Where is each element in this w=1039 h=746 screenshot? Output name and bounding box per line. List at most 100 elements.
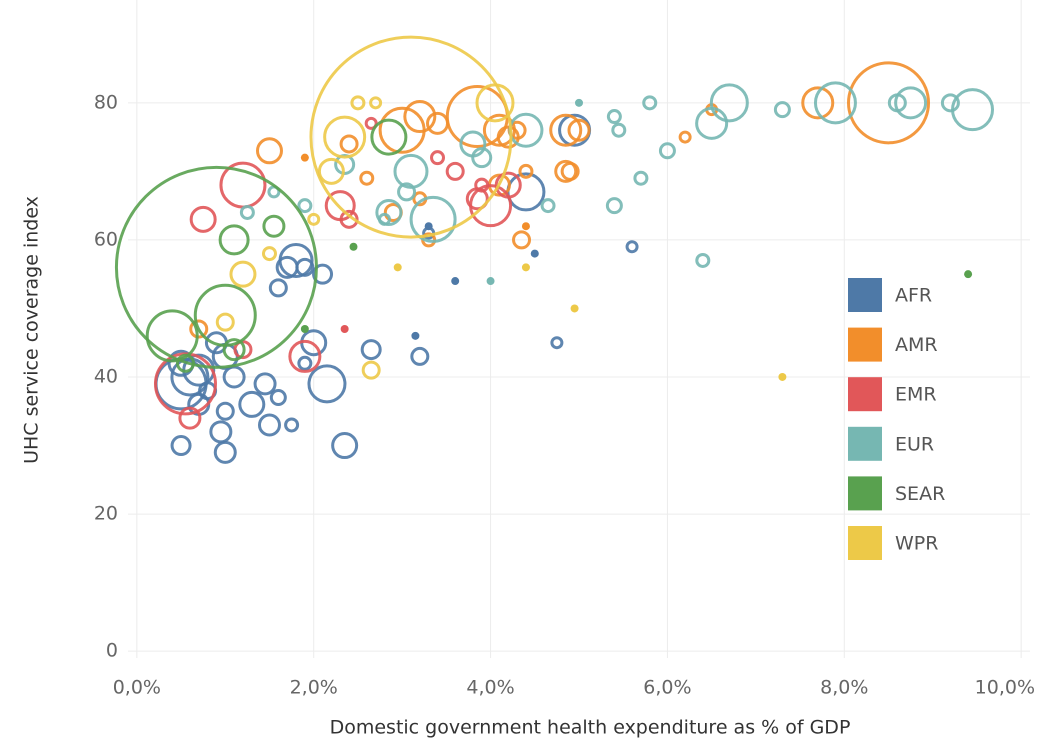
bubble [451, 277, 460, 286]
bubble [475, 83, 515, 123]
bubble [323, 115, 367, 159]
bubble [339, 134, 359, 154]
bubble [430, 150, 446, 166]
plot [114, 35, 995, 464]
bubble [847, 61, 931, 145]
bubble [530, 249, 539, 258]
bubble [445, 161, 465, 181]
bubble [393, 263, 402, 272]
bubble [494, 171, 522, 199]
y-axis-title: UHC service coverage index [21, 196, 43, 464]
bubble [397, 182, 417, 202]
bubble [560, 161, 580, 181]
bubble [605, 197, 623, 215]
x-tick-label: 8,0% [820, 677, 868, 699]
bubble [801, 86, 835, 120]
bubble [189, 319, 209, 339]
bubble [778, 372, 787, 381]
bubble [359, 170, 375, 186]
bubble [170, 435, 192, 457]
bubble [360, 339, 382, 361]
bubble [222, 338, 246, 362]
bubble [238, 390, 266, 418]
bubble [554, 159, 578, 183]
bubble [709, 83, 749, 123]
bubble [262, 214, 286, 238]
bubble [297, 198, 313, 214]
bubble [894, 86, 928, 120]
bubble [375, 198, 403, 226]
bubble [349, 242, 358, 251]
legend-label: EMR [895, 384, 937, 406]
bubble [570, 304, 579, 313]
legend-swatch [848, 327, 882, 362]
bubble [215, 401, 235, 421]
bubble [317, 157, 345, 185]
bubble [288, 339, 322, 373]
bubble [268, 278, 288, 298]
bubble [471, 147, 493, 169]
bubble [364, 116, 378, 130]
legend-swatch [848, 377, 882, 412]
bubble [253, 372, 277, 396]
x-tick-label: 10,0% [975, 677, 1035, 699]
bubble [255, 137, 283, 165]
bubble [486, 277, 495, 286]
bubble [339, 209, 359, 229]
bubble [633, 170, 649, 186]
bubble [213, 440, 237, 464]
legend-label: AMR [895, 334, 938, 356]
legend-swatch [848, 278, 882, 312]
bubble [261, 246, 277, 262]
x-tick-label: 2,0% [290, 677, 338, 699]
bubble [114, 165, 318, 369]
bubble [540, 198, 556, 214]
bubble [209, 420, 233, 444]
bubble [239, 204, 255, 220]
bubble [474, 177, 490, 193]
bubble [611, 122, 627, 138]
bubble [469, 184, 513, 228]
y-tick-label: 60 [94, 228, 118, 250]
bubble [521, 263, 530, 272]
bubble [403, 100, 437, 134]
bubble [189, 205, 217, 233]
bubble [606, 109, 622, 125]
legend-swatch [848, 526, 882, 560]
bubble [550, 336, 564, 350]
bubble [297, 355, 313, 371]
y-tick-label: 20 [94, 503, 118, 525]
bubble [549, 113, 583, 147]
bubble [257, 413, 281, 437]
bubble [309, 35, 513, 239]
legend-swatch [848, 426, 882, 461]
y-tick-label: 80 [94, 91, 118, 113]
bubble [964, 270, 973, 279]
bubble [773, 101, 791, 119]
x-tick-label: 0,0% [113, 677, 161, 699]
bubble [411, 331, 420, 340]
bubble [215, 312, 235, 332]
bubble [506, 172, 546, 212]
bubble [340, 325, 349, 333]
bubble [951, 88, 995, 132]
bubble [145, 309, 199, 363]
x-tick-label: 4,0% [466, 677, 514, 699]
y-tick-label: 40 [94, 365, 118, 387]
legend-swatch [848, 476, 882, 511]
bubble [813, 81, 857, 125]
bubble [370, 118, 408, 156]
bubble [307, 364, 347, 404]
legend-label: EUR [895, 433, 934, 455]
bubble [409, 195, 457, 243]
bubble [567, 118, 591, 142]
bubble [233, 340, 253, 360]
bubble [518, 163, 534, 179]
bubble [178, 406, 202, 430]
bubble [369, 96, 383, 110]
bubble [575, 98, 583, 107]
bubble [300, 325, 309, 333]
bubble [331, 432, 359, 460]
